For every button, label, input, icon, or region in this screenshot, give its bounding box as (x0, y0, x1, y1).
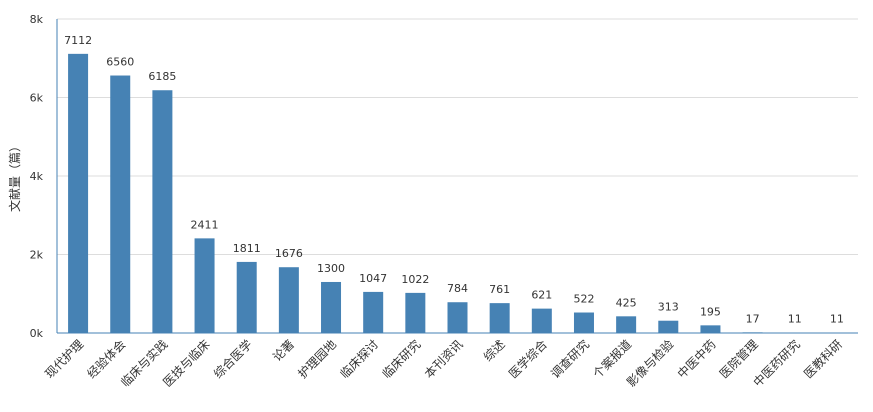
data-label: 2411 (191, 218, 219, 231)
data-label: 1047 (359, 272, 387, 285)
bar[interactable] (658, 320, 679, 333)
data-label: 1676 (275, 247, 303, 260)
data-label: 6185 (148, 70, 176, 83)
grid-lines (57, 18, 858, 255)
x-tick-label: 本刊资讯 (422, 337, 466, 381)
data-label: 522 (573, 293, 594, 306)
x-tick-label: 临床研究 (379, 337, 424, 382)
bar[interactable] (278, 267, 299, 333)
data-label: 313 (658, 301, 679, 314)
x-tick-label: 综合医学 (210, 337, 255, 382)
bar[interactable] (363, 291, 384, 333)
bar[interactable] (700, 325, 721, 333)
y-tick-label: 0k (30, 327, 44, 340)
y-tick-label: 8k (30, 13, 44, 26)
y-tick-label: 2k (30, 249, 44, 262)
data-label: 1022 (401, 273, 429, 286)
x-tick-label: 临床探讨 (337, 337, 381, 381)
data-label: 425 (616, 296, 637, 309)
x-tick-label: 护理园地 (295, 337, 339, 381)
data-label: 784 (447, 282, 468, 295)
bar[interactable] (110, 75, 131, 334)
y-tick-label: 4k (30, 170, 44, 183)
bar[interactable] (236, 261, 257, 333)
bar[interactable] (489, 303, 510, 333)
data-label: 195 (700, 305, 721, 318)
x-tick-label: 医院管理 (716, 337, 761, 382)
data-label: 11 (830, 313, 844, 326)
x-tick-label: 论著 (270, 337, 297, 364)
bar[interactable] (531, 308, 552, 333)
data-label: 7112 (64, 34, 92, 47)
data-label: 761 (489, 283, 510, 296)
data-label: 11 (788, 313, 802, 326)
bars (68, 53, 847, 334)
bar[interactable] (573, 312, 594, 333)
x-tick-label: 综述 (481, 337, 508, 364)
bar[interactable] (68, 53, 89, 333)
x-tick-label: 中医中药 (674, 337, 719, 382)
bar[interactable] (152, 90, 173, 334)
x-tick-label: 个案报道 (590, 337, 635, 382)
axes (56, 19, 858, 334)
data-label: 6560 (106, 56, 134, 69)
data-label: 1811 (233, 242, 261, 255)
data-label: 621 (531, 289, 552, 302)
bar[interactable] (405, 292, 426, 333)
data-label: 1300 (317, 262, 345, 275)
bar[interactable] (616, 316, 637, 333)
x-tick-label: 医教科研 (800, 337, 845, 382)
x-tick-label: 经验体会 (84, 337, 129, 382)
y-tick-label: 6k (30, 92, 44, 105)
bar[interactable] (194, 238, 215, 333)
data-label: 17 (746, 312, 760, 325)
y-axis-title: 文献量（篇） (7, 140, 22, 212)
bar[interactable] (447, 302, 468, 333)
bar[interactable] (321, 281, 342, 333)
x-tick-label: 现代护理 (42, 337, 86, 381)
x-tick-label: 调查研究 (548, 337, 593, 382)
x-tick-label: 医学综合 (505, 337, 550, 382)
